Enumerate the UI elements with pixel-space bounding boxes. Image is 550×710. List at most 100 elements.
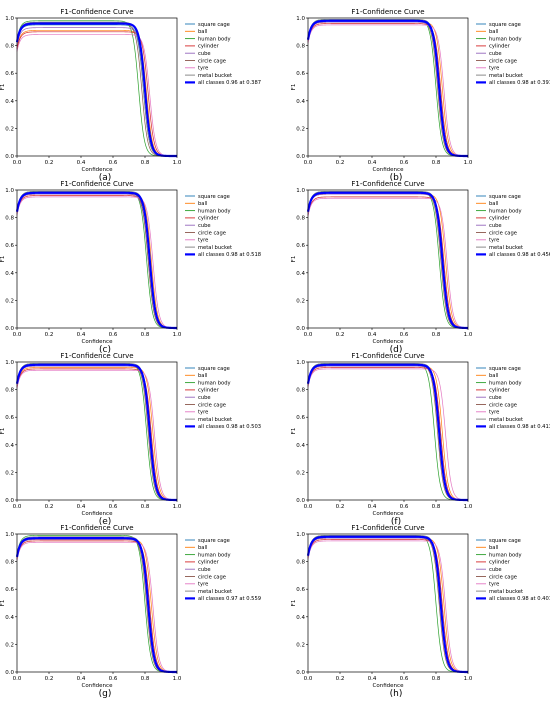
x-tick-label: 0.0 <box>13 160 22 166</box>
x-tick-label: 0.2 <box>336 332 345 338</box>
y-tick-label: 1.0 <box>5 532 14 538</box>
y-tick-label: 1.0 <box>5 16 14 22</box>
x-axis-label: Confidence <box>373 511 405 517</box>
panel-title: F1-Confidence Curve <box>351 524 424 532</box>
y-tick-label: 0.2 <box>5 298 14 304</box>
x-tick-label: 0.0 <box>304 332 313 338</box>
x-tick-label: 0.2 <box>336 676 345 682</box>
x-tick-label: 0.4 <box>368 332 377 338</box>
panel-title: F1-Confidence Curve <box>351 352 424 360</box>
legend-entry: tyre <box>198 582 208 588</box>
x-tick-label: 0.2 <box>45 160 54 166</box>
y-tick-label: 0.2 <box>5 126 14 132</box>
x-tick-label: 1.0 <box>173 332 182 338</box>
y-tick-label: 0.2 <box>5 470 14 476</box>
y-tick-label: 0.4 <box>5 99 14 105</box>
x-tick-label: 0.8 <box>432 332 441 338</box>
panel-title: F1-Confidence Curve <box>60 8 133 16</box>
series-line-all-classes <box>306 191 468 330</box>
legend-entry-all-classes: all classes 0.97 at 0.559 <box>198 596 261 602</box>
y-tick-label: 0.4 <box>296 615 305 621</box>
y-axis-label: F1 <box>291 600 297 607</box>
x-tick-label: 0.4 <box>368 160 377 166</box>
y-tick-label: 0.4 <box>296 271 305 277</box>
x-tick-label: 0.8 <box>432 504 441 510</box>
y-tick-label: 0.4 <box>5 443 14 449</box>
legend-entry: human body <box>489 380 522 386</box>
x-axis-label: Confidence <box>82 511 114 517</box>
legend-entry: square cage <box>198 22 230 28</box>
legend-entry: cube <box>489 223 502 229</box>
x-tick-label: 0.8 <box>141 504 150 510</box>
legend-entry: tyre <box>489 582 499 588</box>
y-tick-label: 0.0 <box>296 498 305 504</box>
y-tick-label: 0.6 <box>5 587 14 593</box>
legend-entry: circle cage <box>489 58 517 64</box>
panel-label: (b) <box>390 173 403 183</box>
x-tick-label: 0.4 <box>368 504 377 510</box>
y-axis-label: F1 <box>0 256 6 263</box>
legend-entry: human body <box>489 208 522 214</box>
legend-entry: circle cage <box>198 402 226 408</box>
legend-entry: human body <box>489 36 522 42</box>
y-axis-label: F1 <box>291 256 297 263</box>
legend-entry: cylinder <box>198 216 220 222</box>
series-line-tyre <box>307 197 469 329</box>
y-tick-label: 1.0 <box>296 188 305 194</box>
legend-entry-all-classes: all classes 0.98 at 0.518 <box>198 252 261 258</box>
y-tick-label: 0.8 <box>5 388 14 394</box>
plot-frame <box>307 189 469 329</box>
series-line-all-classes <box>15 537 177 674</box>
y-tick-label: 0.6 <box>296 587 305 593</box>
f1-panel-e: F1-Confidence Curve 0.0 0.2 0.4 0.6 0.8 1.0 0.0… <box>0 352 261 527</box>
series-line-cylinder <box>16 540 177 673</box>
y-tick-label: 0.4 <box>296 99 305 105</box>
x-tick-label: 0.2 <box>45 332 54 338</box>
legend-entry: cube <box>489 51 502 57</box>
legend-entry-all-classes: all classes 0.98 at 0.503 <box>198 424 261 430</box>
y-tick-label: 0.6 <box>296 71 305 77</box>
series-line-all-classes <box>15 22 177 158</box>
y-tick-label: 0.2 <box>296 470 305 476</box>
legend-entry: square cage <box>198 194 230 200</box>
plot-frame <box>16 361 178 501</box>
x-tick-label: 0.2 <box>336 160 345 166</box>
legend-entry: human body <box>198 208 231 214</box>
legend-entry: ball <box>198 29 207 35</box>
legend-entry: cylinder <box>198 44 220 50</box>
legend-entry: cylinder <box>198 560 220 566</box>
panel-label: (h) <box>390 689 403 699</box>
y-tick-label: 0.8 <box>296 216 305 222</box>
x-tick-label: 0.6 <box>400 676 409 682</box>
legend-entry: metal bucket <box>489 73 523 79</box>
legend-entry-all-classes: all classes 0.98 at 0.456 <box>489 252 550 258</box>
x-tick-label: 1.0 <box>464 504 473 510</box>
legend-entry: cube <box>198 51 211 57</box>
y-tick-label: 0.0 <box>296 326 305 332</box>
x-tick-label: 0.8 <box>432 160 441 166</box>
legend-entry: cube <box>198 395 211 401</box>
legend-entry-all-classes: all classes 0.98 at 0.401 <box>489 596 550 602</box>
x-tick-label: 0.0 <box>13 676 22 682</box>
series-line-cylinder <box>16 31 177 157</box>
x-tick-label: 0.0 <box>304 160 313 166</box>
y-axis-label: F1 <box>291 84 297 91</box>
y-tick-label: 0.0 <box>5 154 14 160</box>
legend-entry: human body <box>198 552 231 558</box>
x-tick-label: 0.2 <box>45 504 54 510</box>
legend-entry: square cage <box>198 366 230 372</box>
legend-entry: circle cage <box>489 402 517 408</box>
x-axis-label: Confidence <box>373 167 405 173</box>
series-line-tyre <box>16 34 177 157</box>
plot-frame <box>16 533 178 673</box>
y-tick-label: 1.0 <box>5 360 14 366</box>
y-axis-label: F1 <box>0 428 6 435</box>
y-tick-label: 0.6 <box>296 243 305 249</box>
legend-entry: ball <box>198 545 207 551</box>
